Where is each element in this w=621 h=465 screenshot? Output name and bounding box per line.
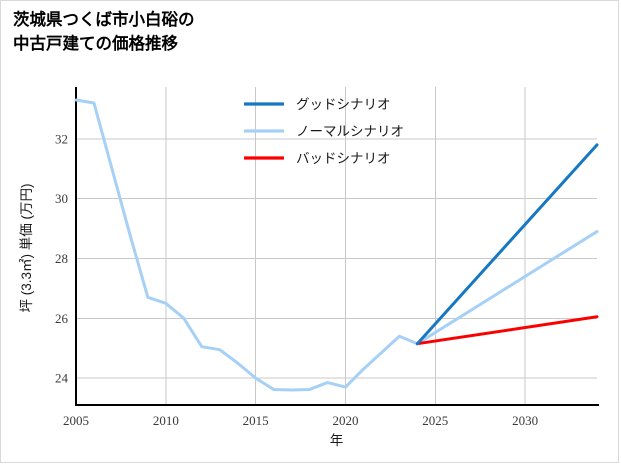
x-tick-label: 2025 <box>422 413 448 428</box>
y-tick-label: 30 <box>55 191 68 206</box>
chart-title: 茨城県つくば市小白硲の 中古戸建ての価格推移 <box>13 11 195 53</box>
y-axis-title: 坪 (3.3㎡) 単価 (万円) <box>19 183 34 312</box>
legend-label-1: ノーマルシナリオ <box>296 124 404 139</box>
x-axis-title: 年 <box>330 433 344 448</box>
y-tick-label: 26 <box>55 311 69 326</box>
legend-label-0: グッドシナリオ <box>296 97 391 112</box>
x-tick-label: 2020 <box>332 413 358 428</box>
x-tick-label: 2005 <box>63 413 89 428</box>
series-line-バッドシナリオ <box>415 315 599 346</box>
x-tick-label: 2010 <box>153 413 179 428</box>
legend-label-2: バッドシナリオ <box>296 151 391 166</box>
series-line-ノーマルシナリオ <box>74 98 599 392</box>
y-tick-label: 32 <box>55 131 68 146</box>
y-tick-label: 28 <box>55 251 68 266</box>
y-tick-label: 24 <box>55 371 69 386</box>
x-tick-label: 2030 <box>512 413 538 428</box>
series-line-グッドシナリオ <box>415 143 599 346</box>
x-tick-label: 2015 <box>243 413 269 428</box>
axis-spine <box>74 87 599 407</box>
